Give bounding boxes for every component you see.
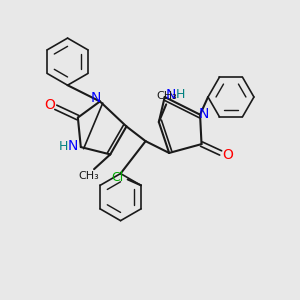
Text: H: H [58,140,68,153]
Text: H: H [175,88,185,101]
Text: N: N [165,88,176,102]
Text: N: N [90,92,101,106]
Text: N: N [198,107,209,121]
Text: CH₃: CH₃ [157,91,178,101]
Text: Cl: Cl [111,172,124,184]
Text: N: N [68,140,78,154]
Text: CH₃: CH₃ [79,171,99,181]
Text: O: O [44,98,55,112]
Text: O: O [223,148,233,162]
